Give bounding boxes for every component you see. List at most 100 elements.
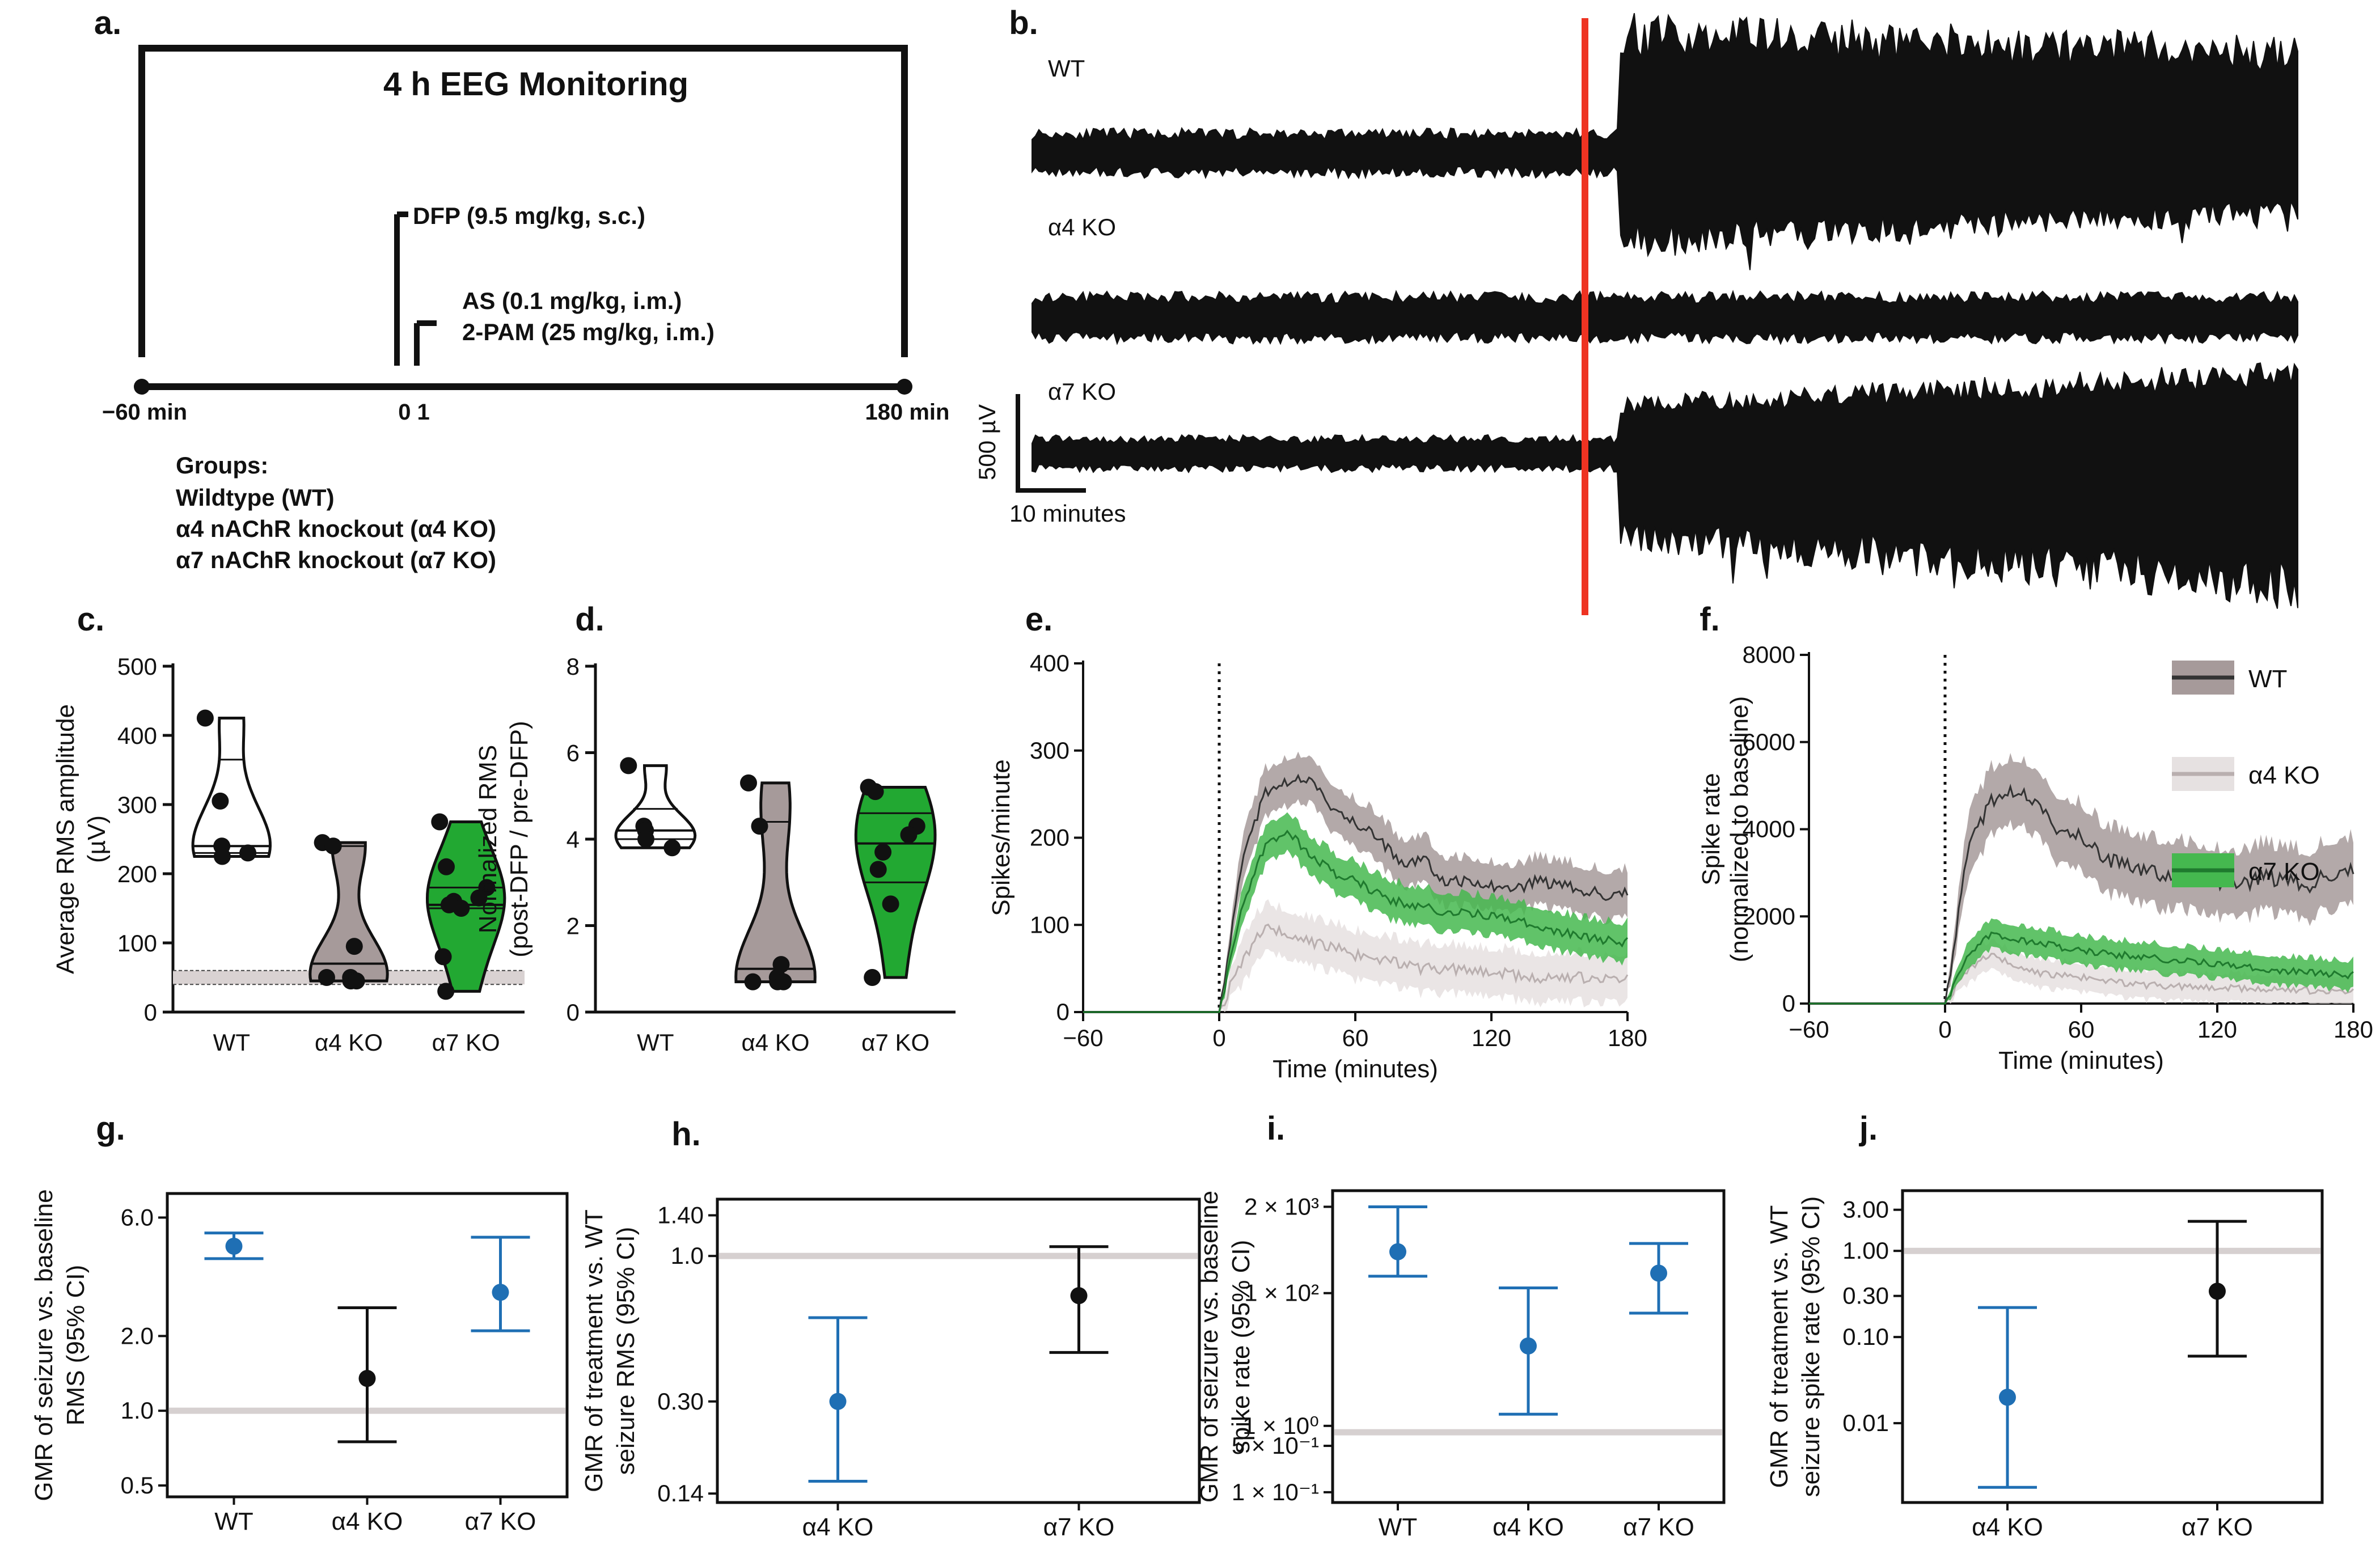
monitoring-title: 4 h EEG Monitoring bbox=[383, 66, 688, 103]
y-tick-label: 1.40 bbox=[657, 1201, 704, 1228]
series-band bbox=[1083, 812, 1627, 1012]
point-estimate bbox=[829, 1393, 847, 1410]
violin-body bbox=[614, 764, 697, 849]
data-point bbox=[869, 861, 887, 878]
point-estimate bbox=[492, 1284, 509, 1301]
panel-label: c. bbox=[77, 601, 104, 638]
x-tick-label: α7 KO bbox=[2182, 1513, 2253, 1541]
y-tick-label: 500 bbox=[117, 653, 157, 680]
timeline-end-dot bbox=[897, 379, 912, 395]
series-band bbox=[1809, 938, 2353, 1004]
panel-label: g. bbox=[96, 1110, 125, 1147]
x-tick-label: α7 KO bbox=[432, 1029, 500, 1056]
point-estimate bbox=[358, 1370, 376, 1387]
series-line bbox=[1083, 829, 1629, 1013]
x-tick-label: 60 bbox=[2068, 1016, 2095, 1043]
series-band bbox=[1809, 918, 2353, 1004]
data-point bbox=[775, 973, 792, 991]
y-axis-label: Spikes/minute bbox=[987, 759, 1015, 916]
y-tick-label: 1.0 bbox=[121, 1397, 154, 1424]
y-tick-label: 0 bbox=[1782, 990, 1795, 1017]
group-item: α7 nAChR knockout (α7 KO) bbox=[176, 547, 496, 573]
panel-label: f. bbox=[1700, 601, 1719, 638]
group-item: Wildtype (WT) bbox=[176, 484, 335, 511]
data-point bbox=[318, 969, 335, 986]
y-tick-label: 300 bbox=[1030, 737, 1069, 764]
plot-frame bbox=[1901, 1189, 2324, 1504]
y-axis-label: GMR of treatment vs. WT bbox=[580, 1209, 608, 1492]
point-estimate bbox=[1520, 1337, 1537, 1355]
data-point bbox=[744, 973, 762, 991]
x-tick-label: WT bbox=[637, 1029, 674, 1056]
y-tick-label: 0.30 bbox=[1842, 1283, 1889, 1309]
x-tick-label: α7 KO bbox=[465, 1508, 536, 1535]
y-axis-label-line: (µV) bbox=[83, 815, 111, 863]
data-point bbox=[874, 843, 892, 861]
y-axis-label: GMR of seizure vs. baseline bbox=[1195, 1191, 1223, 1503]
x-tick-label: 0 bbox=[1938, 1016, 1951, 1043]
data-point bbox=[324, 837, 342, 855]
eeg-trace bbox=[1032, 290, 2298, 345]
y-tick-label: 1 × 10⁻¹ bbox=[1232, 1479, 1319, 1505]
panel-label: e. bbox=[1025, 601, 1052, 638]
y-axis-label-line: Average RMS amplitude bbox=[52, 704, 79, 974]
data-point bbox=[434, 948, 452, 966]
as-label: AS (0.1 mg/kg, i.m.) bbox=[462, 287, 682, 314]
y-tick-label: 1 × 10² bbox=[1244, 1280, 1319, 1306]
data-point bbox=[348, 972, 365, 990]
y-axis-label: seizure RMS (95% CI) bbox=[612, 1227, 640, 1475]
y-axis-label: seizure spike rate (95% CI) bbox=[1797, 1196, 1825, 1497]
x-tick-label: −60 bbox=[1789, 1016, 1829, 1043]
y-tick-label: 200 bbox=[1030, 824, 1069, 851]
y-tick-label: 0 bbox=[567, 999, 580, 1026]
point-estimate bbox=[1389, 1243, 1406, 1260]
y-tick-label: 8000 bbox=[1743, 641, 1795, 668]
point-estimate bbox=[1070, 1287, 1088, 1305]
violin-body bbox=[734, 781, 817, 984]
x-tick-label: 120 bbox=[2197, 1016, 2237, 1043]
x-tick-label: WT bbox=[214, 1508, 253, 1535]
point-estimate bbox=[1999, 1389, 2016, 1406]
y-tick-label: 0.30 bbox=[657, 1388, 704, 1415]
y-axis-label: GMR of seizure vs. baseline bbox=[30, 1189, 58, 1501]
y-tick-label: 6.0 bbox=[121, 1204, 154, 1230]
trace-label: α7 KO bbox=[1048, 378, 1116, 405]
panel-g: g. 0.5 1.0 2.0 6.0 WT α4 KO α7 KO GMR of seizure… bbox=[30, 1110, 569, 1535]
eeg-trace bbox=[1032, 13, 2298, 270]
y-tick-label: 6 bbox=[567, 740, 580, 767]
y-axis-label: spike rate (95% CI) bbox=[1227, 1240, 1255, 1454]
y-tick-label: 2 × 10³ bbox=[1244, 1193, 1319, 1220]
x-axis-label: Time (minutes) bbox=[1998, 1047, 2164, 1074]
point-estimate bbox=[225, 1237, 243, 1255]
x-tick-label: α7 KO bbox=[1043, 1513, 1115, 1541]
y-tick-label: 1.0 bbox=[671, 1242, 704, 1269]
data-point bbox=[866, 783, 884, 801]
x-tick-label: WT bbox=[1379, 1513, 1417, 1541]
y-axis-label-line: (post-DFP / pre-DFP) bbox=[505, 721, 533, 957]
x-tick-label: 180 bbox=[1608, 1025, 1647, 1051]
y-tick-label: 0 bbox=[1056, 998, 1069, 1025]
y-axis-label: (normalized to baseline) bbox=[1726, 696, 1753, 963]
y-tick-label: 1.00 bbox=[1842, 1237, 1889, 1264]
panel-label: h. bbox=[671, 1116, 701, 1153]
y-tick-label: 3.00 bbox=[1842, 1196, 1889, 1223]
eeg-trace bbox=[1032, 362, 2298, 609]
y-tick-label: 4 bbox=[567, 826, 580, 853]
data-point bbox=[637, 831, 654, 848]
panel-i: i. 1 × 10⁻¹ 5 × 10⁻¹1 × 10⁰ 1 × 10² 2 × 10³ W… bbox=[1195, 1110, 1726, 1541]
data-point bbox=[620, 757, 637, 774]
x-tick-label: 60 bbox=[1342, 1025, 1369, 1051]
data-point bbox=[213, 848, 231, 865]
timeline-end-label: 180 min bbox=[865, 400, 950, 425]
y-tick-label: 1 × 10⁰ bbox=[1242, 1412, 1319, 1439]
y-axis-label: Spike rate bbox=[1697, 773, 1725, 885]
groups-title: Groups: bbox=[176, 452, 268, 479]
timeline-mid-label: 0 1 bbox=[398, 400, 430, 425]
series-band bbox=[1083, 751, 1627, 1012]
timeline-start-dot bbox=[134, 379, 150, 395]
violin-body bbox=[308, 841, 389, 983]
x-tick-label: α7 KO bbox=[861, 1029, 929, 1056]
x-tick-label: 180 bbox=[2334, 1016, 2373, 1043]
